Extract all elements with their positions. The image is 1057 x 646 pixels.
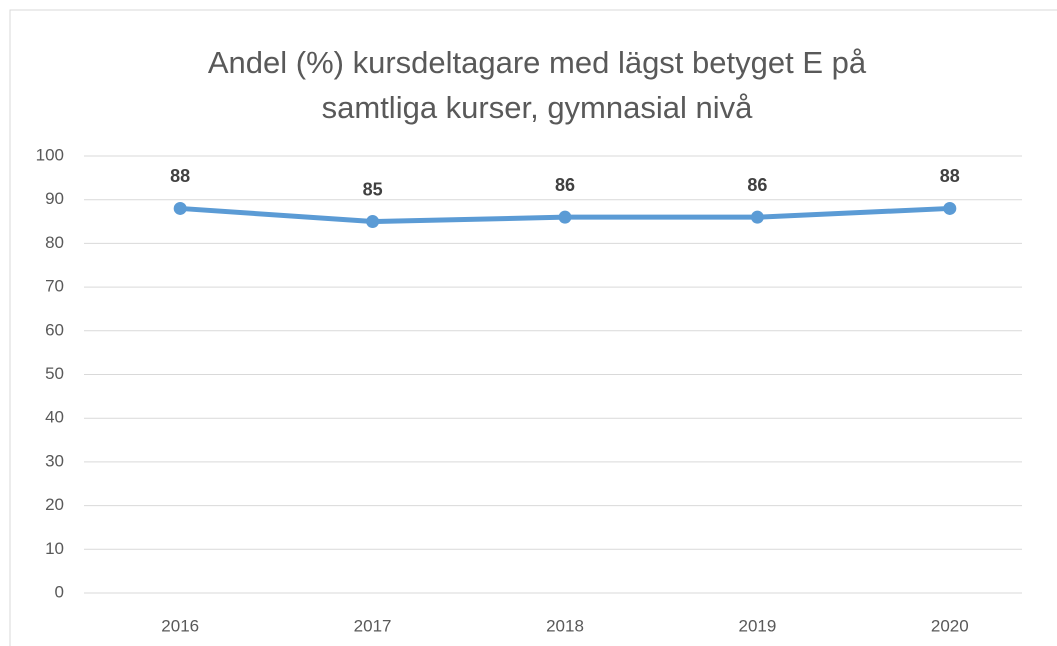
y-tick-label: 90 — [45, 189, 64, 208]
y-tick-label: 70 — [45, 277, 64, 296]
y-tick-label: 10 — [45, 539, 64, 558]
data-point — [750, 210, 764, 224]
y-tick-label: 50 — [45, 364, 64, 383]
y-tick-label: 40 — [45, 408, 64, 427]
data-label: 86 — [747, 175, 767, 195]
data-label: 88 — [940, 166, 960, 186]
y-tick-label: 80 — [45, 233, 64, 252]
data-label: 88 — [170, 166, 190, 186]
data-label: 85 — [363, 179, 383, 199]
y-tick-label: 30 — [45, 451, 64, 470]
data-label: 86 — [555, 175, 575, 195]
data-point — [558, 210, 572, 224]
y-tick-label: 20 — [45, 495, 64, 514]
data-point — [943, 201, 957, 215]
data-point — [173, 201, 187, 215]
x-tick-label: 2018 — [546, 616, 584, 635]
x-tick-label: 2019 — [738, 616, 776, 635]
y-tick-label: 60 — [45, 320, 64, 339]
x-tick-label: 2020 — [931, 616, 969, 635]
data-point — [366, 215, 380, 229]
chart-title: Andel (%) kursdeltagare med lägst betyge… — [207, 45, 867, 125]
y-tick-label: 100 — [36, 145, 64, 164]
x-tick-label: 2016 — [161, 616, 199, 635]
y-tick-label: 0 — [55, 582, 64, 601]
chart-border — [9, 9, 1057, 646]
x-tick-label: 2017 — [354, 616, 392, 635]
